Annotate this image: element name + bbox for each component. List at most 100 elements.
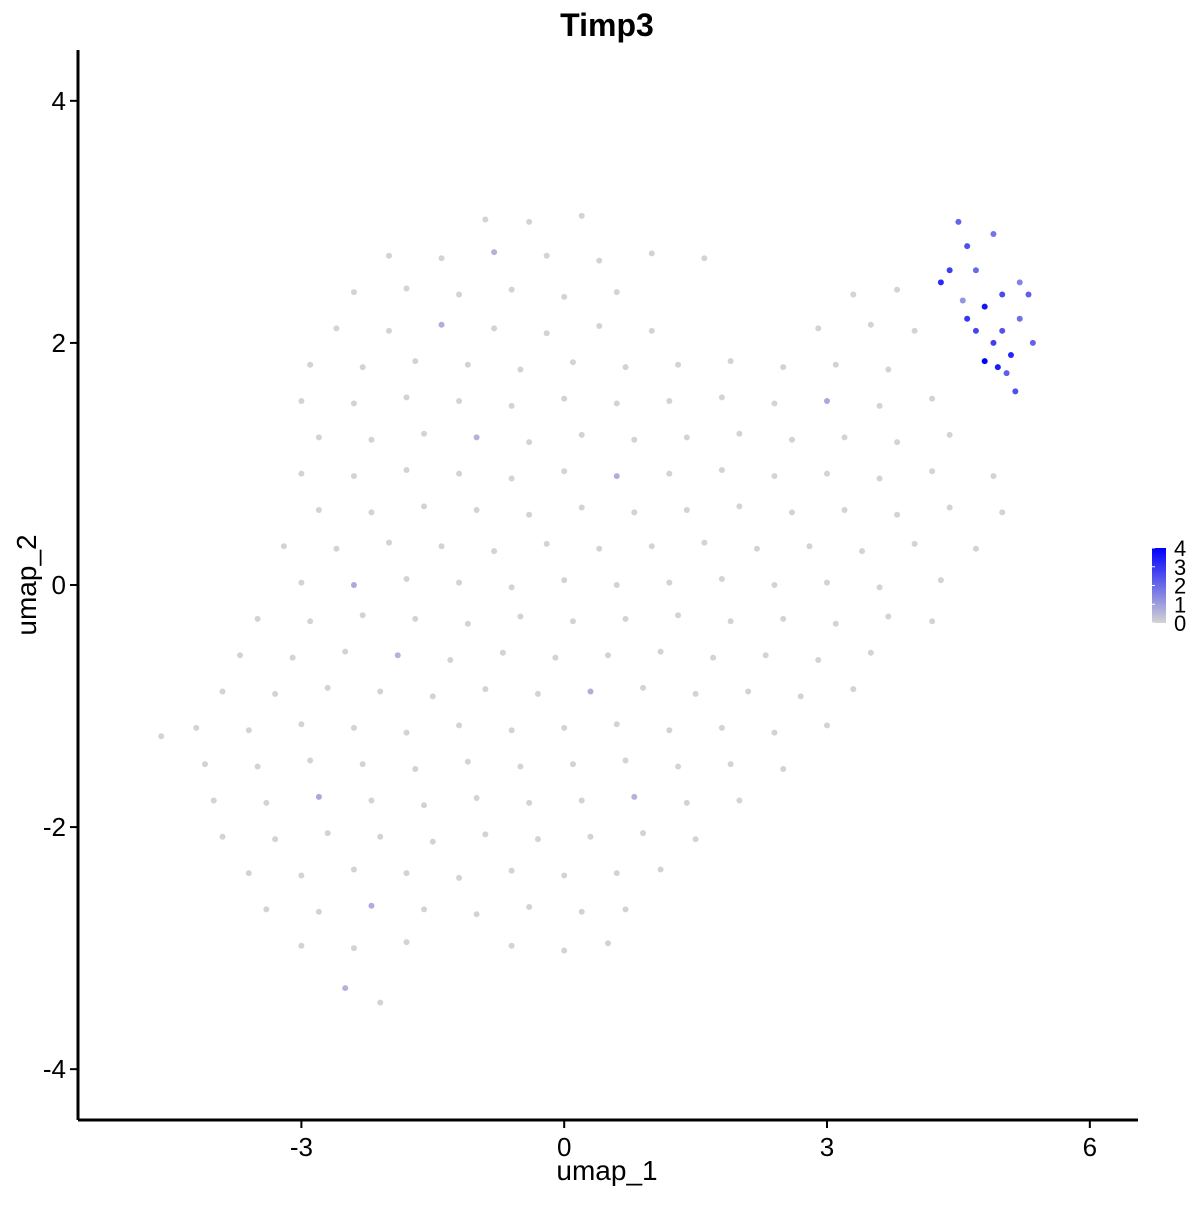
point	[403, 870, 410, 877]
point	[219, 833, 226, 840]
point	[254, 763, 261, 770]
point	[368, 902, 375, 909]
point	[307, 618, 314, 625]
point	[990, 339, 997, 346]
point	[377, 688, 384, 695]
point	[298, 470, 305, 477]
point	[394, 652, 401, 659]
point	[990, 473, 997, 480]
point	[456, 470, 463, 477]
point	[850, 686, 857, 693]
y-axis-label: umap_2	[11, 534, 42, 635]
point	[561, 724, 568, 731]
point	[561, 395, 568, 402]
point	[587, 833, 594, 840]
point	[315, 506, 322, 513]
point	[456, 398, 463, 405]
point	[456, 291, 463, 298]
point	[403, 939, 410, 946]
point	[911, 540, 918, 547]
point	[569, 618, 576, 625]
point	[999, 327, 1006, 334]
point	[972, 545, 979, 552]
point	[605, 940, 611, 947]
point	[473, 911, 480, 918]
point	[280, 543, 287, 550]
point	[245, 870, 252, 877]
point	[429, 838, 436, 845]
point	[780, 765, 787, 772]
point	[841, 506, 848, 513]
point	[587, 688, 594, 695]
point	[210, 797, 217, 804]
point	[403, 467, 410, 474]
point	[929, 468, 936, 475]
point	[613, 870, 620, 877]
point	[403, 394, 410, 401]
point	[350, 724, 357, 731]
point	[403, 285, 410, 292]
point	[473, 506, 480, 513]
point	[718, 575, 725, 582]
point	[937, 577, 944, 584]
point	[596, 257, 603, 264]
y-tick-label: -2	[43, 812, 66, 842]
point	[438, 543, 445, 550]
colorbar	[1152, 548, 1166, 623]
point	[315, 793, 322, 800]
point	[736, 430, 743, 437]
point	[464, 758, 471, 765]
point	[508, 867, 515, 874]
point	[929, 395, 936, 402]
point	[517, 763, 524, 770]
point	[631, 793, 638, 800]
point	[806, 543, 813, 550]
point	[718, 394, 725, 401]
colorbar-label: 2	[1174, 574, 1186, 599]
point	[456, 579, 463, 586]
point	[499, 649, 506, 656]
x-tick-label: -3	[290, 1132, 313, 1162]
point	[569, 761, 576, 768]
point	[403, 729, 410, 736]
point	[622, 757, 629, 764]
point	[631, 509, 638, 516]
point	[859, 548, 866, 555]
point	[421, 430, 428, 437]
point	[692, 690, 699, 697]
point	[491, 548, 498, 555]
point	[894, 286, 901, 293]
point	[561, 293, 568, 300]
point	[508, 727, 515, 734]
point	[622, 906, 629, 913]
point	[762, 652, 769, 659]
x-tick-label: 6	[1083, 1132, 1097, 1162]
point	[1029, 339, 1036, 346]
point	[675, 361, 682, 368]
point	[429, 693, 436, 700]
point	[701, 539, 708, 546]
point	[788, 436, 795, 443]
point	[412, 615, 419, 622]
point	[736, 503, 743, 510]
point	[771, 473, 778, 480]
point	[245, 727, 252, 734]
point	[342, 985, 349, 992]
point	[307, 361, 314, 368]
point	[350, 473, 357, 480]
point	[298, 942, 305, 949]
point	[648, 327, 655, 334]
point	[876, 584, 883, 591]
point	[981, 358, 988, 365]
point	[333, 545, 340, 552]
point	[657, 648, 664, 655]
point	[377, 833, 384, 840]
point	[824, 579, 831, 586]
x-axis-label: umap_1	[556, 1155, 657, 1186]
point	[298, 721, 305, 728]
point	[718, 467, 725, 474]
point	[561, 947, 568, 954]
point	[543, 540, 550, 547]
point	[578, 504, 585, 511]
point	[421, 503, 428, 510]
